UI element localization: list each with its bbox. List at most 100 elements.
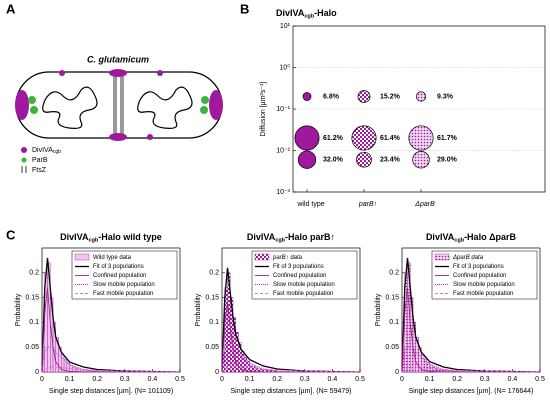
y-axis-label: Probability <box>375 293 382 326</box>
data-label: 61.4% <box>380 135 401 142</box>
bubble <box>302 92 312 101</box>
x-axis-label: Single step distances [µm]. (N= 101109) <box>49 388 173 395</box>
y-tick-label: 0.2 <box>29 270 39 277</box>
title-subscript: cgb <box>275 238 285 244</box>
histogram-bar <box>241 350 245 373</box>
legend-label: FtsZ <box>32 167 47 174</box>
y-tick-label: 10⁻¹ <box>276 106 290 113</box>
y-tick-label: 10⁰ <box>279 63 290 71</box>
data-label: 61.2% <box>323 135 344 142</box>
x-tick-label: 0.1 <box>65 376 75 383</box>
legend-label: Confined population <box>273 273 326 279</box>
fit-curve <box>221 365 361 373</box>
y-tick-label: 0 <box>395 369 399 376</box>
legend-label: Fit of 3 populations <box>93 264 144 270</box>
chart-title: DivIVAcgb-Halo parB↑ <box>247 232 335 244</box>
legend-label: Wild type data <box>93 255 132 261</box>
y-tick-label: 0.1 <box>209 319 219 326</box>
x-tick-label: parB↑ <box>358 201 377 208</box>
y-tick-label: 0 <box>35 369 39 376</box>
y-tick-label: 0.15 <box>25 294 39 301</box>
fit-curve <box>401 366 541 373</box>
x-tick-label: 0.2 <box>452 376 462 383</box>
x-axis-label: Single step distances [µm]. (N= 176644) <box>409 388 534 395</box>
legend-swatch <box>434 253 450 261</box>
x-tick-label: 0.5 <box>175 376 185 383</box>
fit-curve <box>401 287 540 373</box>
x-axis-label: Single step distances [µm]. (N= 59479) <box>231 388 352 395</box>
title-text: -Halo parB↑ <box>285 232 335 242</box>
legend-label: Fast mobile population <box>273 291 333 297</box>
legend-label: Slow mobile population <box>93 282 155 288</box>
legend-label: Confined population <box>453 273 506 279</box>
data-label: 15.2% <box>380 93 401 100</box>
x-tick-label: 0.5 <box>355 376 365 383</box>
fit-curve <box>401 346 540 373</box>
title-text: DivIVA <box>276 8 305 18</box>
panel-label: A <box>6 1 16 16</box>
data-label: 9.3% <box>437 93 454 100</box>
legend-label: DivIVAcgb <box>32 147 61 155</box>
fit-curve <box>41 346 180 373</box>
x-tick-label: 0.4 <box>508 376 518 383</box>
bubble <box>357 90 371 103</box>
chart-title: DivIVAcgb-Halo wild type <box>60 232 162 244</box>
legend-box <box>431 250 538 300</box>
data-label: 61.7% <box>437 135 458 142</box>
legend-label: Fit of 3 populations <box>273 264 324 270</box>
x-tick-label: 0.1 <box>425 376 435 383</box>
data-label: 29.0% <box>437 157 458 164</box>
bubble <box>408 125 434 151</box>
cell-diagram: C. glutamicum DivIVAcgb ParB FtsZ <box>15 54 223 174</box>
chart-title: DivIVAcgb-Halo <box>276 8 337 20</box>
legend-swatch <box>21 147 27 153</box>
panel-label: B <box>240 1 249 16</box>
title-text: DivIVA <box>247 232 276 242</box>
x-tick-label: 0 <box>400 376 404 383</box>
x-tick-label: 0.2 <box>92 376 102 383</box>
legend-label: Slow mobile population <box>453 282 515 288</box>
legend-swatch <box>74 253 90 261</box>
legend-box <box>251 250 358 300</box>
x-tick-label: wild type <box>296 201 324 208</box>
legend-text: DivIVA <box>32 147 53 154</box>
y-tick-label: 10⁻³ <box>276 189 290 196</box>
fit-curve <box>401 257 541 373</box>
legend-label: Fast mobile population <box>453 291 513 297</box>
legend-swatch <box>21 157 27 163</box>
y-tick-label: 0.1 <box>29 319 39 326</box>
bubble <box>297 150 317 169</box>
bubble <box>412 151 430 169</box>
title-subscript: cgb <box>304 14 314 20</box>
organism-label: C. glutamicum <box>87 54 149 64</box>
x-tick-label: 0.4 <box>328 376 338 383</box>
title-text: DivIVA <box>426 232 455 242</box>
title-text: -Halo wild type <box>98 232 162 242</box>
chromosome <box>42 86 98 129</box>
septum <box>120 74 124 136</box>
fit-curve <box>41 366 181 373</box>
parB-foci <box>28 96 209 114</box>
legend-label: parB↑ data <box>272 255 303 261</box>
y-tick-label: 0.2 <box>209 270 219 277</box>
fit-curve <box>41 287 180 373</box>
x-tick-label: ΔparB <box>414 201 435 208</box>
data-label: 6.8% <box>323 93 340 100</box>
panel-label: C <box>6 227 16 242</box>
histogram-bar <box>246 360 250 373</box>
fit-curve <box>221 341 360 373</box>
title-subscript: cgb <box>89 238 99 244</box>
y-axis-label: Diffusion [µm²s⁻¹] <box>260 82 267 137</box>
bubble <box>415 91 427 102</box>
data-label: 23.4% <box>380 157 401 164</box>
title-text: -Halo ΔparB <box>464 232 516 242</box>
y-tick-label: 0.05 <box>205 344 219 351</box>
histogram-bar <box>252 365 256 373</box>
data-label: 32.0% <box>323 157 344 164</box>
y-tick-label: 10⁻² <box>276 147 290 154</box>
title-subscript: cgb <box>454 238 464 244</box>
legend-label: Confined population <box>93 273 146 279</box>
title-text: -Halo <box>314 8 337 18</box>
chart-title: DivIVAcgb-Halo ΔparB <box>426 232 517 244</box>
